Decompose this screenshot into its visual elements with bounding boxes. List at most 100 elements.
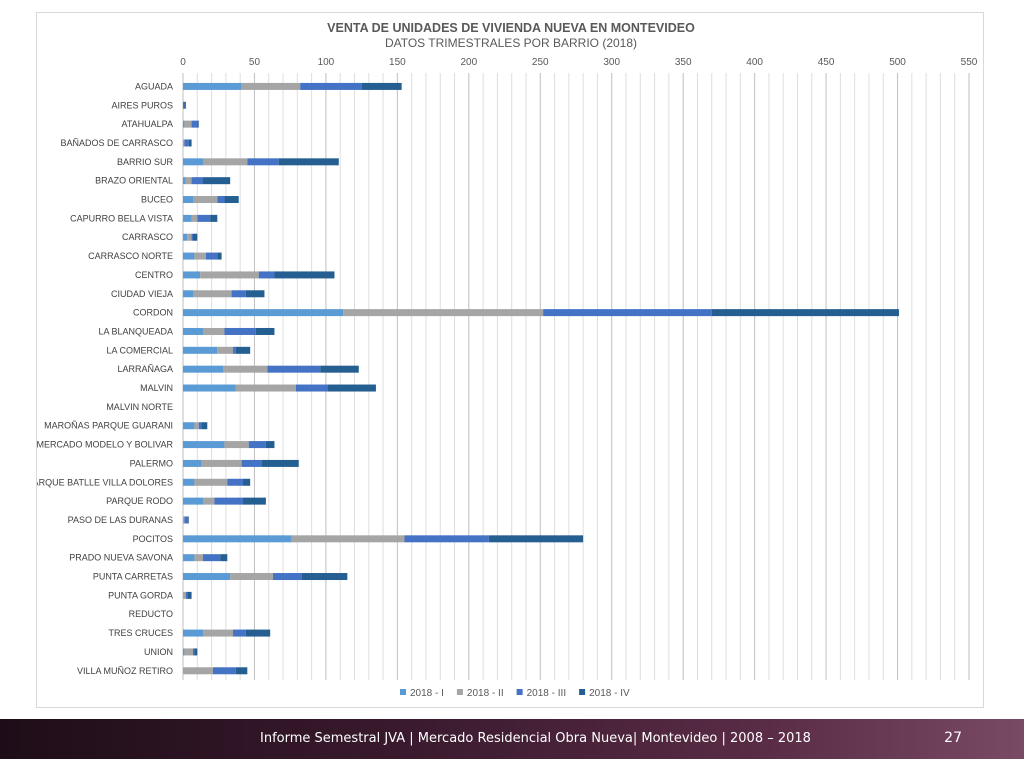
x-tick-label: 450 [818,57,835,68]
category-label: CARRASCO NORTE [88,251,173,261]
x-tick-label: 50 [249,57,261,68]
bar-segment [183,139,185,147]
bar-segment [217,196,225,204]
category-label: POCITOS [133,534,173,544]
bar-segment [194,252,206,260]
category-label: AIRES PUROS [111,100,173,110]
category-label: CENTRO [135,270,173,280]
bar-segment [210,214,218,222]
bar-segment [183,271,201,279]
category-label: AGUADA [135,81,173,91]
bar-segment [198,422,202,430]
bar-segment [404,535,489,543]
bar-segment [217,252,222,260]
grid-lines [182,73,970,680]
bar-segment [247,158,279,166]
bar-segment [227,478,244,486]
category-label: BAÑADOS DE CARRASCO [60,138,173,148]
bar-segment [183,158,204,166]
category-label: LA COMERCIAL [106,345,173,355]
bar-segment [184,120,192,128]
bar-segment [185,177,192,185]
legend: 2018 - I 2018 - II 2018 - III 2018 - IV [400,688,630,699]
bar-segment [194,478,228,486]
bar-segment [235,667,248,675]
bar-segment [183,327,204,335]
category-label: BUCEO [141,195,173,205]
category-label: CAPURRO BELLA VISTA [70,213,173,223]
bar-segment [543,309,712,317]
bar-segment [183,101,185,109]
bar-segment [233,346,236,354]
footer-bar: Informe Semestral JVA | Mercado Residenc… [0,719,1024,759]
bar-segment [184,648,194,656]
x-tick-label: 100 [318,57,335,68]
bar-segment [184,139,189,147]
bar-segment [214,497,244,505]
bar-segment [320,365,359,373]
bar-segment [203,497,215,505]
category-label: MALVIN NORTE [106,402,173,412]
category-labels: AGUADA AIRES PUROS ATAHUALPA BAÑADOS DE CAR… [37,81,173,675]
category-label: TRES CRUCES [108,628,173,638]
category-label: MALVIN [140,383,173,393]
bar-segment [183,516,185,524]
bar-segment [278,158,339,166]
bar-segment [191,214,198,222]
x-tick-label: 300 [603,57,620,68]
bars [183,82,899,675]
bar-segment [183,573,231,581]
bar-segment [248,441,266,449]
bar-segment [295,384,328,392]
category-label: VILLA MUÑOZ RETIRO [77,666,173,676]
bar-segment [187,233,192,241]
x-tick-label: 150 [389,57,406,68]
bar-segment [183,384,236,392]
bar-segment [183,478,195,486]
legend-swatch [456,689,463,695]
bar-segment [184,516,188,524]
bar-segment [258,271,275,279]
bar-segment [203,177,231,185]
category-label: PRADO NUEVA SAVONA [69,553,173,563]
bar-segment [235,384,296,392]
category-label: PALERMO [130,458,173,468]
category-label: PASO DE LAS DURANAS [68,515,173,525]
chart-frame: VENTA DE UNIDADES DE VIVIENDA NUEVA EN M… [36,12,984,708]
bar-segment [183,177,186,185]
bar-segment [361,82,402,90]
bar-segment [245,629,271,637]
legend-swatch [400,689,406,695]
category-label: CORDON [133,308,173,318]
bar-segment [188,139,192,147]
bar-segment [230,573,274,581]
chart-title: VENTA DE UNIDADES DE VIVIENDA NUEVA EN M… [327,21,695,35]
bar-segment [224,327,256,335]
bar-segment [183,233,188,241]
bar-segment [183,309,344,317]
bar-segment [194,554,204,562]
bar-segment [343,309,544,317]
bar-segment [274,271,335,279]
bar-segment [255,327,275,335]
category-label: PUNTA GORDA [108,590,173,600]
bar-segment [183,629,204,637]
category-label: BARRIO SUR [117,157,174,167]
chart-subtitle: DATOS TRIMESTRALES POR BARRIO (2018) [385,36,637,50]
x-tick-label: 400 [746,57,763,68]
bar-segment [267,365,321,373]
category-label: MAROÑAS PARQUE GUARANI [44,421,173,431]
x-axis-ticks: 0 50 100 150 200 250 300 350 400 450 500 550 [180,57,978,68]
legend-entry: 2018 - I [410,688,444,699]
bar-segment [191,177,204,185]
bar-segment [205,252,218,260]
category-label: LARRAÑAGA [117,364,173,374]
x-tick-label: 200 [460,57,477,68]
stacked-bar-chart: VENTA DE UNIDADES DE VIVIENDA NUEVA EN M… [37,21,978,699]
bar-segment [203,158,248,166]
bar-segment [183,441,225,449]
x-tick-label: 500 [889,57,906,68]
legend-entry: 2018 - IV [589,688,630,699]
bar-segment [711,309,899,317]
bar-segment [203,629,234,637]
